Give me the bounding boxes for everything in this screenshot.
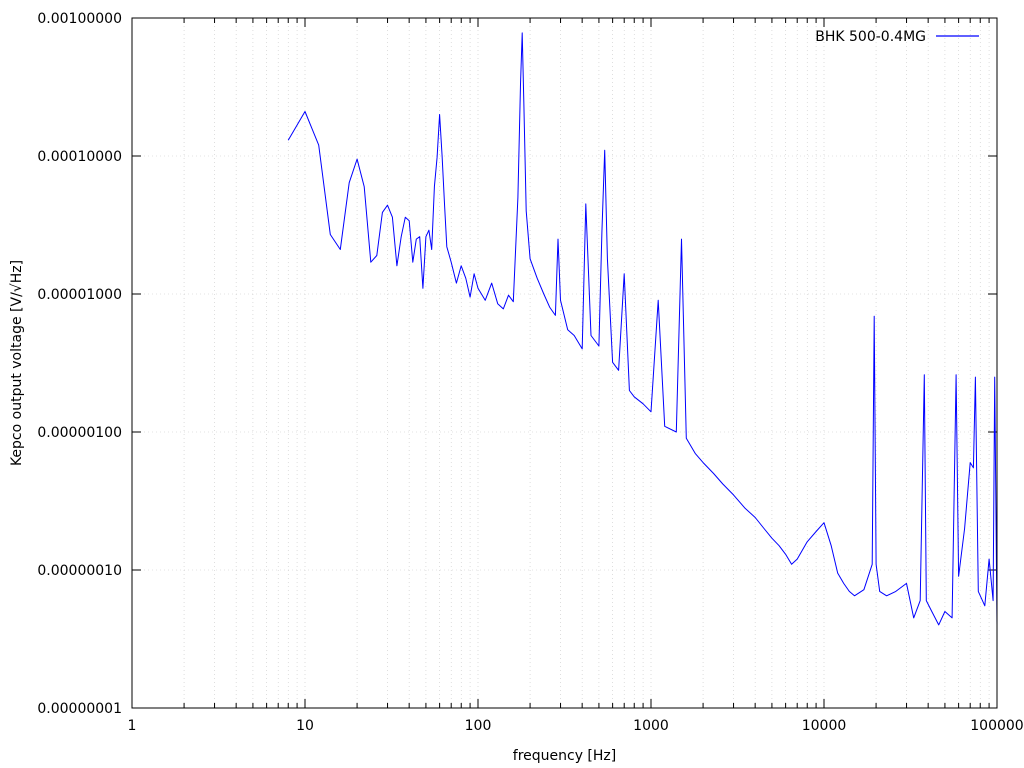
legend-label: BHK 500-0.4MG	[815, 29, 926, 45]
y-tick-label: 0.00010000	[37, 149, 122, 165]
series-layer	[287, 32, 998, 626]
series-line-0	[287, 32, 998, 626]
y-tick-label: 0.00100000	[37, 11, 122, 27]
x-tick-label: 1	[128, 718, 137, 734]
y-tick-label: 0.00000010	[37, 563, 122, 579]
grid	[131, 18, 997, 708]
y-tick-labels: 0.00000001 0.00000010 0.00000100 0.00001000…	[37, 11, 122, 717]
legend: BHK 500-0.4MG	[815, 29, 979, 45]
x-tick-label: 100000	[970, 718, 1023, 734]
plot-frame	[131, 17, 998, 709]
x-tick-labels: 1 10 100 1000 10000 100000	[128, 718, 1024, 734]
x-tick-label: 100	[465, 718, 492, 734]
x-tick-label: 10	[296, 718, 314, 734]
y-tick-label: 0.00000100	[37, 425, 122, 441]
x-axis-label: frequency [Hz]	[513, 748, 616, 764]
axis-ticks	[131, 17, 997, 709]
x-tick-label: 1000	[633, 718, 669, 734]
y-tick-label: 0.00000001	[37, 701, 122, 717]
y-axis-label: Kepco output voltage [V/√Hz]	[9, 260, 25, 466]
y-tick-label: 0.00001000	[37, 287, 122, 303]
x-tick-label: 10000	[802, 718, 847, 734]
